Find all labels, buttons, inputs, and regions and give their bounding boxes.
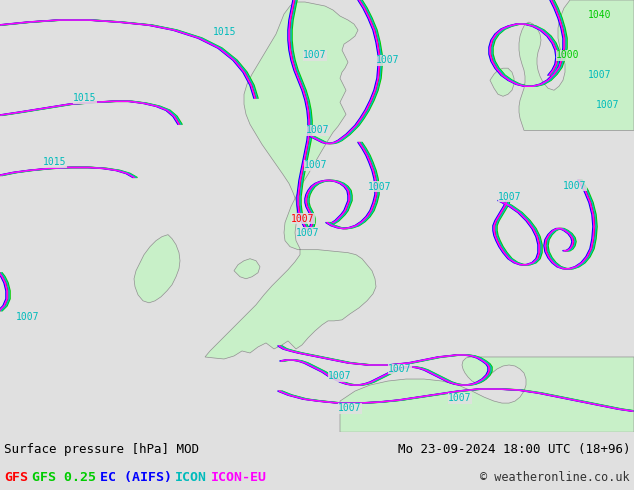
Text: ICON-EU: ICON-EU [211,471,267,485]
Text: 1007: 1007 [339,403,362,413]
Polygon shape [519,0,634,130]
Text: GFS 0.25: GFS 0.25 [32,471,96,485]
Polygon shape [234,259,260,279]
Text: 1007: 1007 [368,181,392,192]
Text: 1040: 1040 [588,10,612,20]
Text: 1007: 1007 [328,371,352,381]
Text: 1007: 1007 [306,125,330,135]
Text: ICON: ICON [175,471,207,485]
Text: 1007: 1007 [563,180,586,191]
Polygon shape [205,2,376,359]
Text: 1007: 1007 [448,393,472,403]
Polygon shape [134,235,180,303]
Text: 1007: 1007 [303,50,327,60]
Text: 1007: 1007 [304,160,328,171]
Text: 1007: 1007 [596,100,620,110]
Text: EC (AIFS): EC (AIFS) [100,471,172,485]
Text: 1015: 1015 [213,27,236,37]
Text: 1007: 1007 [588,70,612,80]
Polygon shape [340,357,634,432]
Text: 1015: 1015 [43,157,67,168]
Text: 1007: 1007 [498,192,522,201]
Text: 1007: 1007 [291,214,314,223]
Text: 1007: 1007 [16,312,40,322]
Polygon shape [490,68,514,96]
Text: 1007: 1007 [376,55,400,65]
Text: Mo 23-09-2024 18:00 UTC (18+96): Mo 23-09-2024 18:00 UTC (18+96) [398,442,630,456]
Text: 1007: 1007 [388,364,411,374]
Text: Surface pressure [hPa] MOD: Surface pressure [hPa] MOD [4,442,199,456]
Text: 1007: 1007 [296,228,320,238]
Text: © weatheronline.co.uk: © weatheronline.co.uk [481,471,630,485]
Text: GFS: GFS [4,471,28,485]
Text: 1015: 1015 [74,93,97,103]
Text: 1000: 1000 [556,50,579,60]
